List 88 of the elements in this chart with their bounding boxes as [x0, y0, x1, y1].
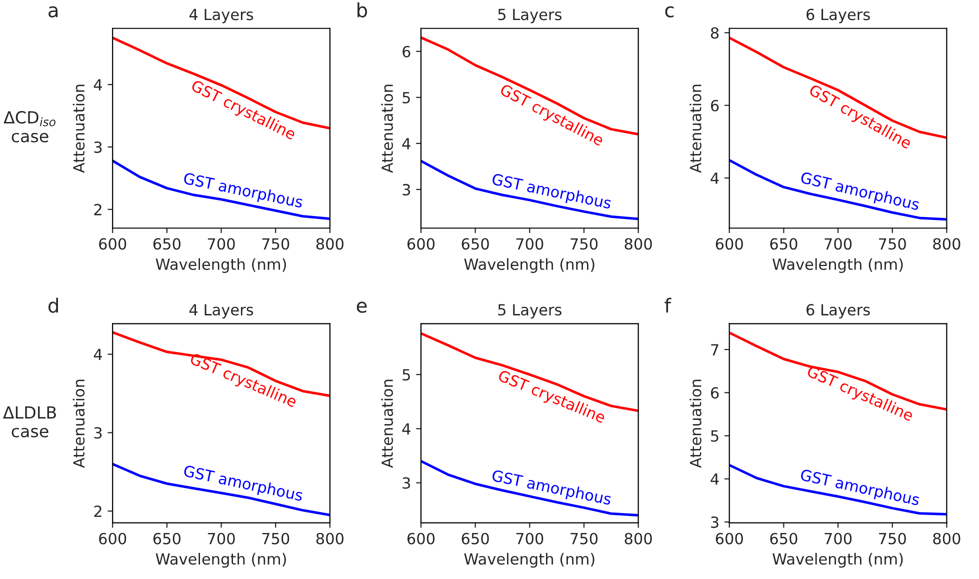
line-series: [420, 160, 638, 220]
y-tick-label: 5: [711, 430, 718, 442]
y-tick-label: 5: [402, 369, 410, 381]
y-tick-label: 2: [94, 204, 102, 216]
text: GST amorphous: [182, 464, 304, 504]
line-series: [729, 464, 947, 516]
y-axis-title: Attenuation: [381, 380, 394, 468]
x-tick-label: 750: [262, 532, 290, 544]
x-tick-label: 650: [153, 532, 180, 544]
x-tick-label: 650: [462, 532, 489, 544]
x-tick-label: 750: [262, 238, 290, 250]
x-tick-label: 800: [933, 532, 960, 544]
x-tick-label: 600: [407, 238, 435, 250]
x-tick-label: 600: [716, 532, 743, 544]
y-axis-title: Attenuation: [72, 380, 85, 468]
text: GST amorphous: [799, 468, 920, 509]
x-tick-label: 600: [716, 238, 743, 250]
x-tick-label: 800: [933, 238, 960, 250]
x-tick-label: 750: [879, 532, 906, 544]
y-tick-label: 6: [710, 387, 719, 399]
line-series: [420, 460, 638, 517]
text: f: [664, 298, 672, 313]
x-tick-label: 700: [208, 238, 235, 250]
y-tick-label: 3: [94, 141, 102, 153]
x-axis-title: Wavelength (nm): [772, 258, 903, 273]
x-tick-label: 650: [153, 238, 180, 250]
y-axis-title: Attenuation: [690, 84, 702, 173]
x-tick-label: 650: [462, 238, 489, 250]
chart-title: 5 Layers: [498, 304, 562, 319]
chart-title: 6 Layers: [806, 304, 870, 319]
y-axis-title: Attenuation: [690, 380, 702, 468]
y-tick-label: 4: [94, 79, 102, 90]
y-tick-label: 6: [402, 46, 410, 58]
x-tick-label: 800: [624, 532, 652, 544]
x-tick-label: 600: [99, 532, 126, 544]
y-tick-label: 3: [94, 427, 102, 439]
x-tick-label: 800: [316, 532, 344, 544]
y-tick-label: 5: [402, 92, 410, 104]
y-tick-label: 7: [711, 344, 718, 356]
y-axis-title: Attenuation: [381, 84, 394, 173]
text: d: [48, 298, 58, 313]
text: c: [665, 6, 674, 18]
x-tick-label: 650: [770, 532, 798, 544]
x-tick-label: 700: [208, 532, 235, 544]
text: GST amorphous: [490, 469, 612, 508]
y-tick-label: 4: [94, 348, 102, 360]
x-tick-label: 750: [570, 238, 598, 250]
x-tick-label: 750: [570, 532, 598, 544]
y-tick-label: 3: [711, 516, 718, 528]
text: GST amorphous: [182, 172, 304, 211]
x-tick-label: 700: [516, 532, 544, 544]
x-tick-label: 650: [770, 238, 798, 250]
x-axis-title: Wavelength (nm): [464, 258, 594, 273]
text: ΔCD$_{iso}$ case: [4, 111, 56, 142]
text: ΔLDLB case: [3, 406, 56, 438]
chart-title: 4 Layers: [189, 8, 254, 24]
text: GST amorphous: [491, 172, 612, 212]
chart-title: 5 Layers: [498, 8, 562, 24]
y-tick-label: 3: [402, 184, 410, 196]
line-series: [729, 158, 947, 221]
x-tick-label: 800: [316, 238, 344, 250]
y-tick-label: 6: [710, 100, 719, 112]
y-tick-label: 8: [710, 27, 719, 39]
y-tick-label: 4: [710, 172, 719, 184]
x-axis-title: Wavelength (nm): [156, 552, 286, 568]
chart-title: 6 Layers: [806, 8, 870, 24]
x-tick-label: 600: [99, 238, 126, 250]
x-tick-label: 700: [824, 238, 852, 250]
chart-title: 4 Layers: [189, 304, 254, 319]
y-tick-label: 4: [402, 423, 410, 434]
x-axis-title: Wavelength (nm): [156, 258, 286, 273]
y-tick-label: 2: [94, 506, 102, 517]
x-tick-label: 750: [879, 238, 906, 250]
y-tick-label: 4: [710, 474, 719, 485]
y-tick-label: 4: [402, 138, 410, 150]
line-series: [112, 159, 330, 220]
y-axis-title: Attenuation: [72, 84, 85, 173]
x-axis-title: Wavelength (nm): [772, 552, 903, 568]
x-tick-label: 700: [516, 238, 544, 250]
line-series: [112, 462, 330, 516]
text: b: [358, 2, 368, 18]
x-tick-label: 700: [824, 532, 852, 544]
text: e: [356, 302, 367, 313]
text: a: [48, 6, 58, 18]
x-axis-title: Wavelength (nm): [464, 552, 594, 568]
y-tick-label: 3: [402, 477, 410, 489]
x-tick-label: 600: [407, 532, 435, 544]
x-tick-label: 800: [624, 238, 652, 250]
